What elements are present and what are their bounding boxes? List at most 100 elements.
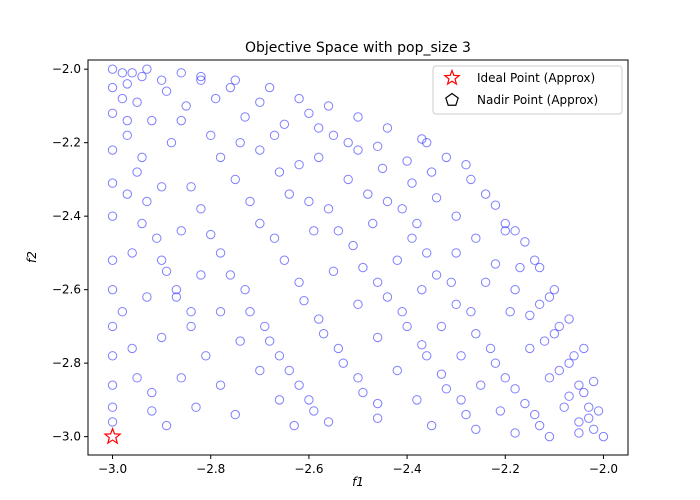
population-point: [210, 93, 221, 104]
population-point: [510, 226, 520, 236]
x-tick-label: −2.2: [491, 462, 520, 476]
population-point: [402, 156, 412, 166]
population-point: [294, 160, 304, 170]
y-tick-label: −2.8: [52, 356, 81, 370]
population-point: [422, 248, 432, 258]
population-point: [117, 93, 128, 104]
population-point: [510, 384, 520, 394]
population-point: [176, 68, 186, 78]
population-point: [269, 233, 280, 243]
population-point: [451, 299, 461, 310]
population-point: [186, 306, 196, 317]
population-point: [574, 417, 584, 427]
x-tick-label: −3.0: [98, 462, 127, 476]
population-point: [559, 402, 569, 412]
population-point: [117, 68, 128, 78]
population-point: [471, 424, 481, 434]
population-point: [284, 189, 294, 199]
population-point: [156, 182, 167, 192]
population-point: [186, 321, 196, 332]
legend-nadir-label: Nadir Point (Approx): [477, 93, 598, 107]
population-point: [156, 255, 167, 265]
population-point: [166, 137, 177, 148]
population-point: [147, 387, 157, 398]
population-point: [255, 145, 265, 155]
population-point: [294, 93, 304, 104]
population-point: [574, 380, 584, 390]
population-point: [107, 145, 118, 155]
population-point: [530, 409, 540, 420]
population-point: [417, 340, 427, 350]
population-point: [372, 277, 383, 288]
population-point: [588, 376, 599, 387]
population-point: [122, 115, 132, 126]
population-point: [480, 277, 491, 288]
population-point: [544, 373, 555, 383]
population-point: [353, 373, 363, 383]
population-point: [461, 409, 471, 420]
population-point: [328, 130, 339, 141]
legend-ideal-label: Ideal Point (Approx): [477, 71, 595, 85]
population-point: [294, 277, 304, 288]
population-point: [132, 97, 142, 107]
population-point: [574, 428, 584, 438]
population-point: [196, 71, 206, 82]
population-point: [441, 384, 452, 394]
population-point: [107, 255, 118, 265]
y-tick-label: −2.2: [52, 136, 81, 150]
population-point: [579, 343, 589, 354]
special-points: [103, 426, 122, 445]
population-point: [534, 299, 545, 310]
population-point: [358, 387, 368, 398]
population-point: [461, 160, 471, 170]
population-point: [397, 306, 407, 317]
population-point: [333, 226, 344, 236]
population-point: [343, 174, 353, 185]
population-point: [554, 321, 564, 332]
population-point: [107, 178, 118, 188]
population-point: [382, 123, 393, 133]
population-point: [333, 343, 344, 354]
population-point: [372, 332, 383, 343]
population-point: [255, 97, 265, 107]
population-point: [471, 233, 481, 243]
population-point: [215, 380, 226, 390]
population-point: [161, 266, 172, 276]
population-point: [255, 365, 265, 376]
population-point: [377, 163, 388, 174]
population-point: [215, 306, 226, 317]
population-point: [304, 108, 314, 118]
population-point: [402, 321, 412, 332]
population-point: [107, 351, 118, 361]
population-point: [318, 329, 329, 339]
y-tick-label: −2.6: [52, 283, 81, 297]
population-point: [382, 292, 393, 302]
population-point: [137, 152, 147, 163]
population-point: [186, 182, 196, 192]
legend-nadir-pentagon-icon: [445, 92, 459, 106]
population-point: [142, 196, 152, 207]
population-point: [309, 226, 319, 236]
population-point: [446, 277, 456, 288]
population-point: [490, 358, 501, 368]
population-point: [225, 270, 236, 280]
population-point: [456, 351, 466, 361]
population-point: [323, 101, 334, 111]
population-point: [147, 115, 157, 126]
population-point: [353, 299, 363, 310]
population-point: [451, 248, 461, 258]
population-point: [176, 226, 186, 236]
population-point: [348, 240, 358, 251]
population-point: [304, 196, 314, 207]
population-point: [584, 413, 594, 423]
population-point: [549, 329, 560, 339]
population-point: [181, 101, 191, 111]
population-point: [289, 420, 299, 431]
population-point: [525, 310, 535, 321]
population-point: [107, 402, 118, 412]
population-point: [569, 351, 579, 361]
population-point: [466, 306, 476, 317]
population-point: [343, 137, 353, 148]
population-point: [274, 395, 285, 405]
population-point: [588, 424, 599, 434]
